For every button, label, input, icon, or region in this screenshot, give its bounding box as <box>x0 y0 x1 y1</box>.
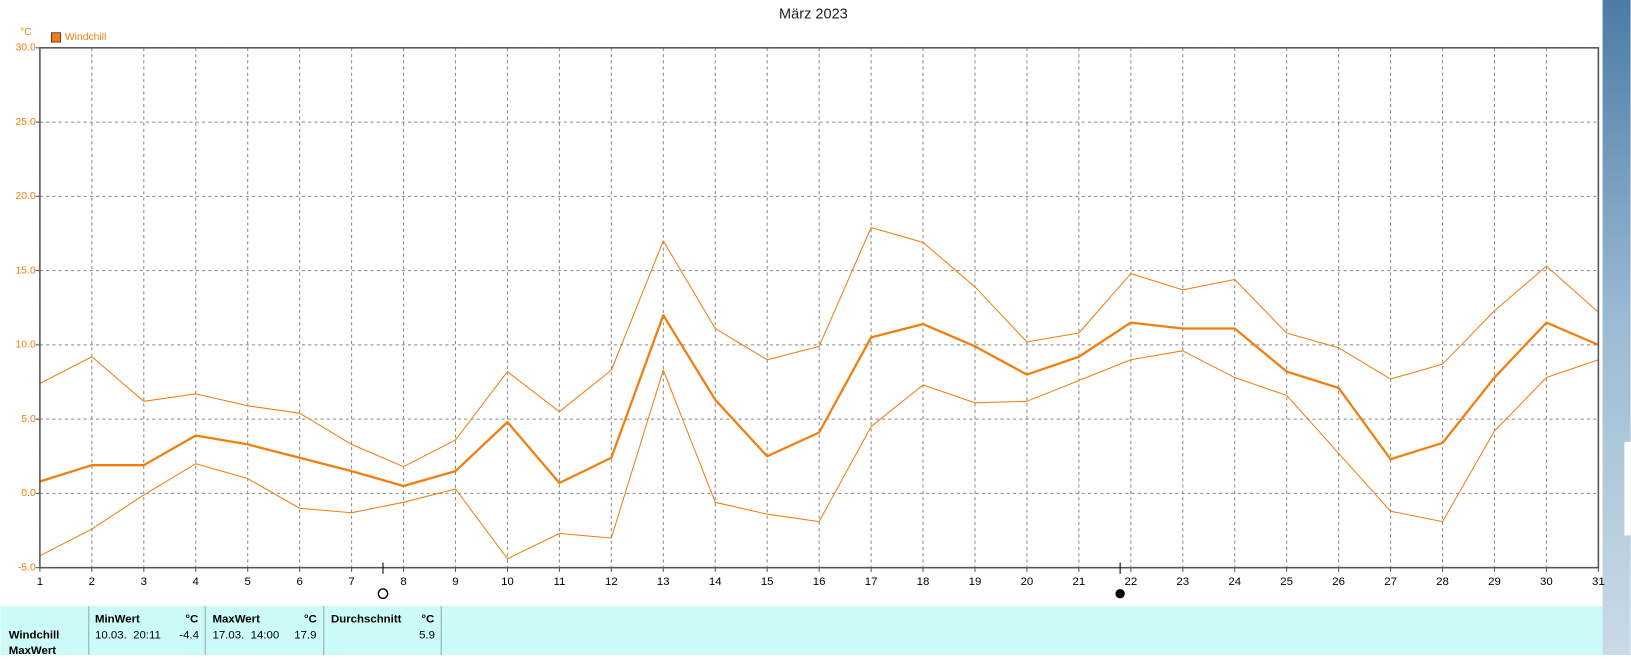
x-tick-label: 30 <box>1540 576 1553 588</box>
y-tick-label: 0.0 <box>21 488 36 499</box>
x-tick-label: 4 <box>193 576 200 588</box>
series-line <box>39 314 1599 488</box>
x-tick-label: 21 <box>1073 576 1086 588</box>
x-tick-label: 12 <box>605 576 618 588</box>
x-tick-label: 22 <box>1124 576 1137 588</box>
x-tick-label: 8 <box>400 576 406 588</box>
x-tick-label: 26 <box>1332 576 1345 588</box>
y-tick-label: 10.0 <box>16 340 36 351</box>
new-moon <box>1115 588 1125 599</box>
legend-swatch <box>50 32 62 43</box>
stats-dividers <box>88 606 442 655</box>
series-line <box>39 350 1599 560</box>
stats-cell: 10.03. 20:11 <box>95 629 161 641</box>
legend-label: Windchill <box>65 32 107 43</box>
y-tick-label: -5.0 <box>18 562 36 573</box>
lines <box>39 227 1599 560</box>
stats-header: °C <box>185 614 198 626</box>
x-tick-label: 31 <box>1592 576 1605 588</box>
y-tick-label: 15.0 <box>16 265 36 276</box>
x-tick-label: 29 <box>1488 576 1501 588</box>
x-tick-label: 23 <box>1176 576 1189 588</box>
x-tick-label: 17 <box>865 576 878 588</box>
x-tick-label: 9 <box>452 576 458 588</box>
x-tick-label: 13 <box>657 576 670 588</box>
stats-cell: -4.4 <box>179 629 199 641</box>
x-tick-label: 2 <box>89 576 95 588</box>
x-tick-label: 14 <box>709 576 722 588</box>
stats-row-label: Windchill <box>9 629 60 641</box>
legend: Windchill <box>50 32 107 43</box>
y-unit: °C <box>20 27 32 38</box>
plot-frame <box>39 47 1600 569</box>
x-tick-label: 11 <box>553 576 565 588</box>
x-tick-label: 15 <box>761 576 774 588</box>
desktop-strip <box>1602 0 1631 655</box>
full-moon <box>377 588 389 600</box>
chart-background <box>0 0 1602 606</box>
stats-cell: 5.9 <box>419 629 435 641</box>
x-tick-label: 19 <box>969 576 982 588</box>
x-tick-label: 28 <box>1436 576 1449 588</box>
x-tick-label: 7 <box>348 576 354 588</box>
stats-header: °C <box>421 614 434 626</box>
stats-header: °C <box>304 614 317 626</box>
stats-cell: 17.9 <box>294 629 316 641</box>
x-tick-label: 24 <box>1228 576 1241 588</box>
y-tick-label: 30.0 <box>16 43 36 54</box>
x-tick-label: 16 <box>813 576 826 588</box>
y-tick-label: 25.0 <box>16 117 36 128</box>
y-tick-label: 5.0 <box>21 414 36 425</box>
series-line <box>39 227 1599 468</box>
x-tick-label: 1 <box>37 576 43 588</box>
x-tick-label: 6 <box>296 576 302 588</box>
stats-header: Durchschnitt <box>331 614 402 626</box>
x-tick-label: 10 <box>501 576 514 588</box>
y-tick-label: 20.0 <box>16 191 36 202</box>
stats-row-label: MaxWert <box>9 645 57 655</box>
x-tick-label: 27 <box>1384 576 1397 588</box>
x-tick-label: 5 <box>245 576 251 588</box>
stats-header: MaxWert <box>212 614 260 626</box>
chart-title: März 2023 <box>779 6 848 22</box>
desktop-window <box>1624 441 1631 536</box>
x-tick-label: 3 <box>141 576 147 588</box>
x-tick-label: 20 <box>1021 576 1034 588</box>
x-tick-label: 18 <box>917 576 930 588</box>
stats-panel <box>0 606 1603 655</box>
stats-header: MinWert <box>95 614 140 626</box>
x-tick-label: 25 <box>1280 576 1293 588</box>
stats-cell: 17.03. 14:00 <box>212 629 279 641</box>
